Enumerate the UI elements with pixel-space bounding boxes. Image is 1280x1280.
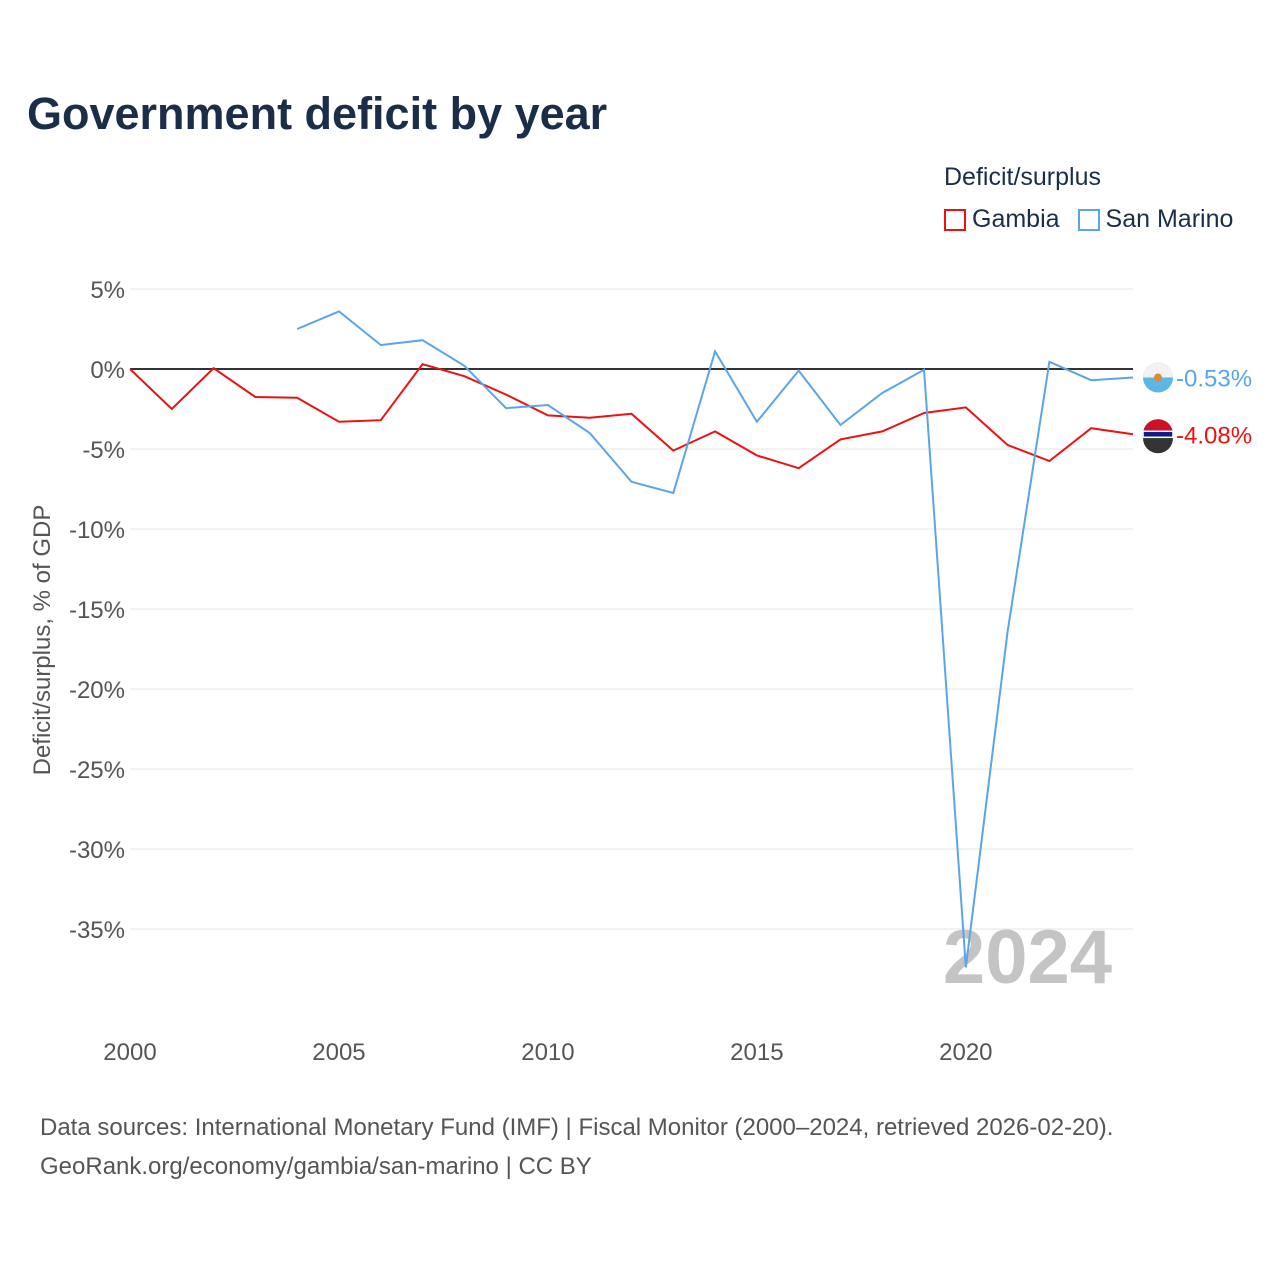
legend: Gambia San Marino [944,205,1233,234]
legend-label: Gambia [972,205,1060,233]
y-tick-label: -25% [69,757,125,784]
series-line-gambia [129,363,1134,470]
y-tick-label: -10% [69,517,125,544]
legend-title: Deficit/surplus [944,163,1101,191]
end-label: -4.08% [1176,422,1252,449]
y-tick-label: -30% [69,837,125,864]
flag-emblem [1154,373,1162,382]
source-note: Data sources: International Monetary Fun… [40,1108,1113,1186]
y-tick-label: 0% [90,357,125,384]
x-tick-label: 2020 [939,1039,992,1066]
y-tick-label: -5% [82,437,125,464]
legend-swatch-gambia [944,208,966,231]
x-tick-label: 2005 [312,1039,365,1066]
legend-item-san-marino[interactable]: San Marino [1077,205,1234,234]
year-watermark: 2024 [943,915,1112,1000]
y-tick-label: 5% [90,277,125,304]
legend-item-gambia[interactable]: Gambia [944,205,1060,234]
x-tick-label: 2000 [103,1039,156,1066]
end-label: -0.53% [1176,365,1252,392]
flag-stripe [1143,438,1173,454]
chart-title: Government deficit by year [27,88,608,139]
legend-label: San Marino [1105,205,1234,233]
series-line-san-marino [296,310,1134,968]
flag-stripe [1143,362,1173,378]
flag-stripe [1142,430,1174,439]
y-tick-label: -15% [69,597,125,624]
legend-swatch-san-marino [1077,208,1100,231]
x-tick-label: 2010 [521,1039,574,1066]
y-tick-label: -35% [69,917,125,944]
x-tick-label: 2015 [730,1039,783,1066]
source-link[interactable]: GeoRank.org/economy/gambia/san-marino | … [40,1153,592,1180]
line-chart: 2024 5% 0% -5% -10% -15% -20% -25% -30% -35% 2000 2… [29,277,1252,1066]
source-line: Data sources: International Monetary Fun… [40,1114,1114,1141]
y-axis-label: Deficit/surplus, % of GDP [29,505,56,776]
y-tick-label: -20% [69,677,125,704]
